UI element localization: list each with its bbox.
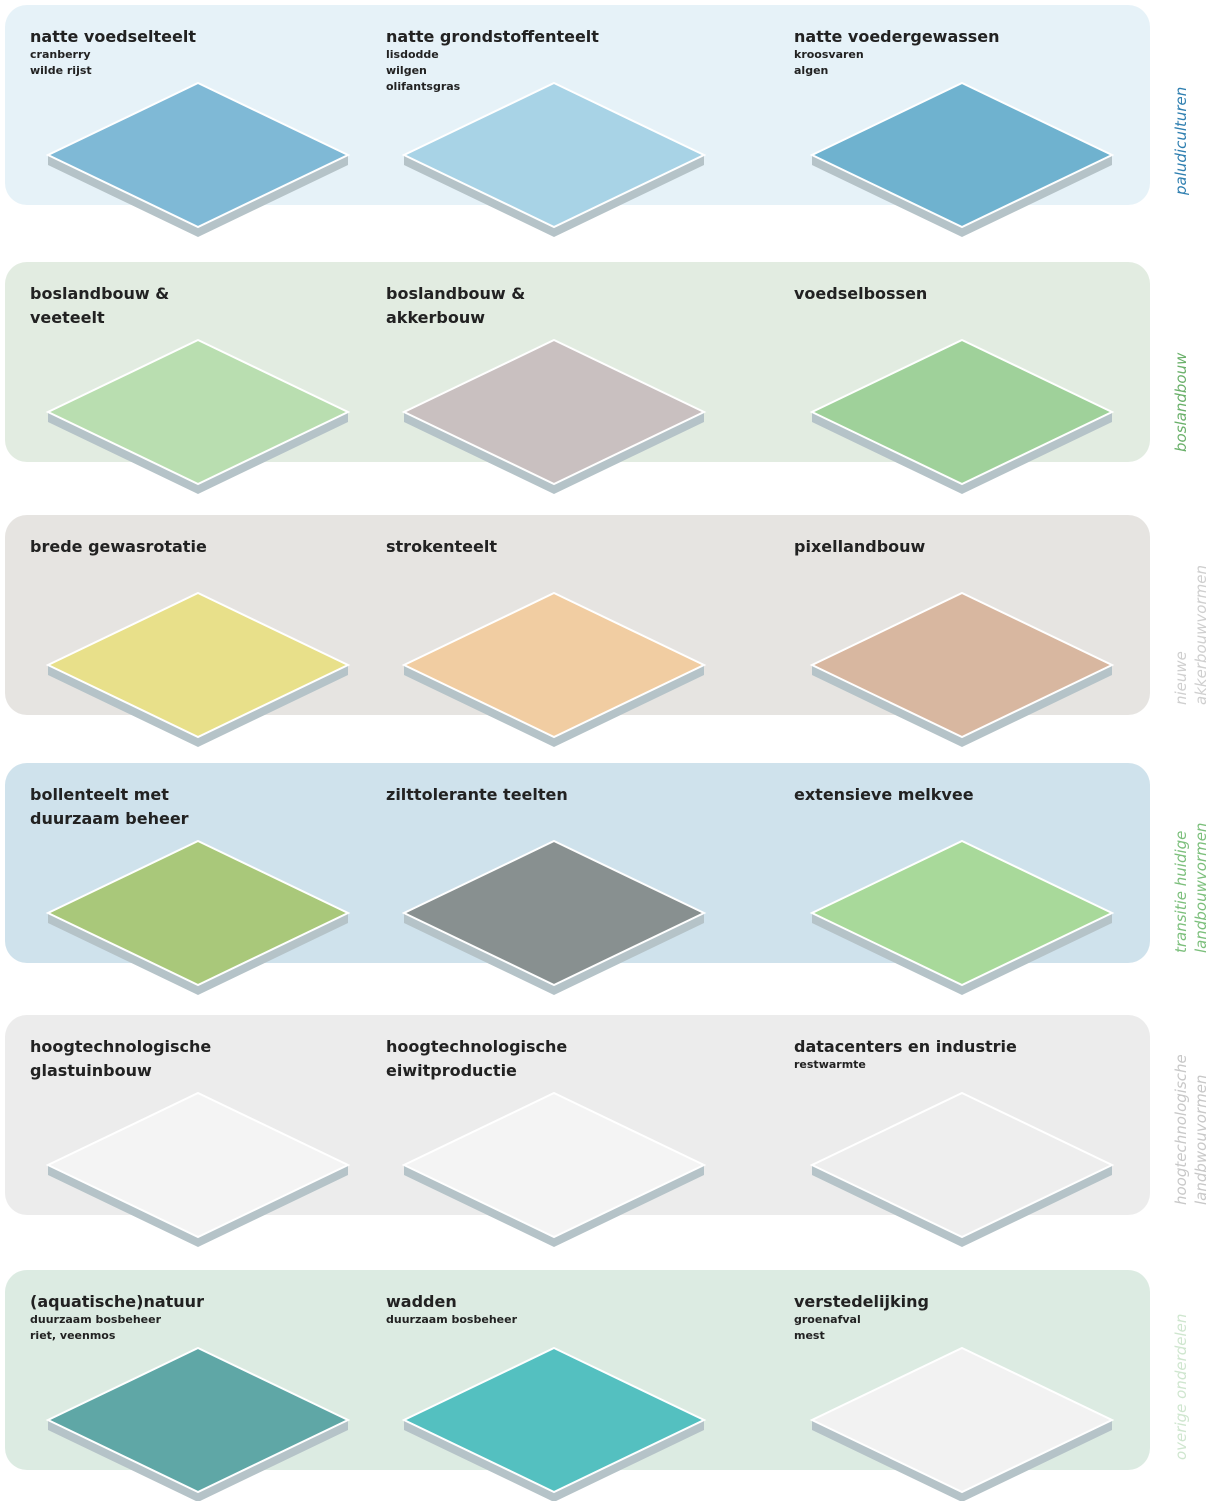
tile	[404, 1093, 704, 1237]
tile	[812, 1093, 1112, 1237]
section-label: akkerbouwvormen	[1192, 565, 1210, 705]
section-label: hoogtechnologische	[1172, 1054, 1190, 1205]
item-subtitle: lisdodde	[386, 47, 439, 63]
tile	[48, 340, 348, 484]
tile	[812, 83, 1112, 227]
item-title: duurzaam beheer	[30, 807, 189, 831]
item-subtitle: wilde rijst	[30, 63, 92, 79]
item-subtitle: duurzaam bosbeheer	[30, 1312, 161, 1328]
tile	[812, 1348, 1112, 1492]
section-label: landbwouvormen	[1192, 1075, 1210, 1205]
item-subtitle: kroosvaren	[794, 47, 864, 63]
section-label: transitie huidige	[1172, 831, 1190, 953]
tile	[404, 1348, 704, 1492]
item-title: natte voedselteelt	[30, 25, 196, 49]
item-title: eiwitproductie	[386, 1059, 517, 1083]
page: paludiculturen natte voedselteeltcranberr…	[0, 0, 1220, 1501]
illustrations	[0, 0, 1220, 1501]
item-title: glastuinbouw	[30, 1059, 152, 1083]
item-title: boslandbouw &	[30, 282, 169, 306]
section-label: boslandbouw	[1172, 353, 1190, 452]
tile	[48, 83, 348, 227]
tile	[812, 340, 1112, 484]
tile	[48, 841, 348, 985]
tile	[48, 1093, 348, 1237]
item-title: boslandbouw &	[386, 282, 525, 306]
item-title: pixellandbouw	[794, 535, 925, 559]
item-title: voedselbossen	[794, 282, 927, 306]
item-subtitle: restwarmte	[794, 1057, 866, 1073]
item-subtitle: mest	[794, 1328, 825, 1344]
tile	[812, 593, 1112, 737]
item-title: datacenters en industrie	[794, 1035, 1017, 1059]
item-title: extensieve melkvee	[794, 783, 974, 807]
item-title: brede gewasrotatie	[30, 535, 207, 559]
section-label: nieuwe	[1172, 651, 1190, 705]
item-title: zilttolerante teelten	[386, 783, 568, 807]
item-title: veeteelt	[30, 306, 105, 330]
item-subtitle: wilgen	[386, 63, 427, 79]
item-title: (aquatische)natuur	[30, 1290, 204, 1314]
tile	[404, 83, 704, 227]
tile	[812, 841, 1112, 985]
item-subtitle: olifantsgras	[386, 79, 460, 95]
section-label: overige onderdelen	[1172, 1314, 1190, 1460]
item-title: bollenteelt met	[30, 783, 169, 807]
item-title: hoogtechnologische	[30, 1035, 211, 1059]
item-title: strokenteelt	[386, 535, 497, 559]
tile	[404, 841, 704, 985]
item-title: verstedelijking	[794, 1290, 929, 1314]
section-label: paludiculturen	[1172, 87, 1190, 195]
item-title: natte grondstoffenteelt	[386, 25, 599, 49]
section-label: landbouwvormen	[1192, 823, 1210, 953]
item-subtitle: riet, veenmos	[30, 1328, 115, 1344]
tile	[404, 340, 704, 484]
tile	[48, 593, 348, 737]
item-title: natte voedergewassen	[794, 25, 1000, 49]
item-subtitle: groenafval	[794, 1312, 861, 1328]
item-subtitle: duurzaam bosbeheer	[386, 1312, 517, 1328]
item-subtitle: cranberry	[30, 47, 91, 63]
item-title: hoogtechnologische	[386, 1035, 567, 1059]
tile	[404, 593, 704, 737]
tile	[48, 1348, 348, 1492]
item-title: akkerbouw	[386, 306, 485, 330]
item-title: wadden	[386, 1290, 457, 1314]
item-subtitle: algen	[794, 63, 828, 79]
